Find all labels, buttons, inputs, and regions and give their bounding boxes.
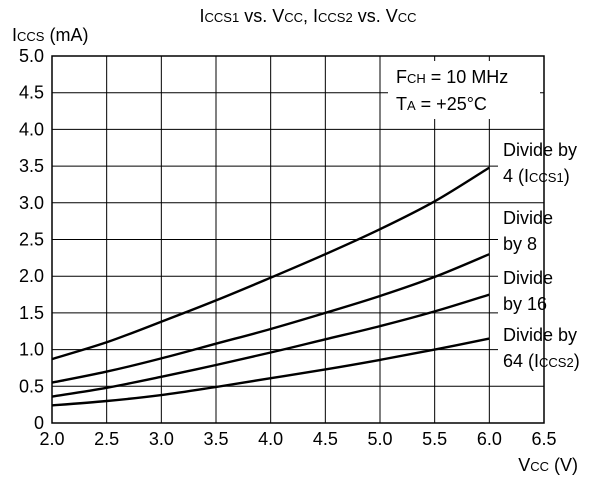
condition-2-part: A [407, 98, 416, 113]
curve-layer [51, 166, 490, 407]
y-tick-label: 4.0 [19, 119, 44, 139]
chart-title-part: CCS2 [318, 10, 353, 25]
x-axis-label-part: (V) [549, 455, 578, 475]
series-label-4: 64 (ICCS2) [503, 351, 580, 371]
series-label-bg [498, 264, 600, 316]
y-axis-label-part: (mA) [44, 25, 88, 45]
y-tick-label: 5.0 [19, 46, 44, 66]
conditions-bg [388, 61, 540, 119]
condition-2-part: T [396, 94, 407, 114]
series-line-4 [51, 337, 490, 407]
y-tick-label: 3.0 [19, 193, 44, 213]
x-axis-label-part: CC [530, 459, 549, 474]
series-label-1-part: Divide by [503, 140, 577, 160]
chart-title-part: , I [303, 6, 318, 26]
y-tick-label: 4.5 [19, 83, 44, 103]
x-tick-label: 3.5 [203, 429, 228, 449]
series-label-bg [498, 204, 600, 256]
series-label-4: Divide by [503, 325, 577, 345]
condition-1-part: F [396, 67, 407, 87]
series-label-1: Divide by [503, 140, 577, 160]
series-label-2-part: by 8 [503, 234, 537, 254]
series-label-1-part: ) [564, 166, 570, 186]
x-tick-label: 5.0 [367, 429, 392, 449]
chart-title-part: vs. V [353, 6, 398, 26]
condition-2: TA = +25°C [396, 94, 487, 114]
series-label-2: Divide [503, 208, 553, 228]
x-tick-label: 4.5 [313, 429, 338, 449]
series-label-2-part: Divide [503, 208, 553, 228]
y-axis-label-part: CCS [17, 29, 45, 44]
series-label-4-part: Divide by [503, 325, 577, 345]
series-line-3 [51, 293, 490, 398]
series-label-3: by 16 [503, 294, 547, 314]
x-axis-label: VCC (V) [518, 455, 578, 475]
x-tick-label: 6.5 [531, 429, 556, 449]
x-tick-label: 6.0 [477, 429, 502, 449]
y-axis-label-part: I [12, 25, 17, 45]
x-tick-label: 2.0 [39, 429, 64, 449]
condition-1-part: = 10 MHz [426, 67, 509, 87]
plot-frame [51, 55, 545, 424]
x-tick-label: 2.5 [94, 429, 119, 449]
y-tick-label: 2.0 [19, 266, 44, 286]
x-tick-label: 3.0 [149, 429, 174, 449]
chart-title: ICCS1 vs. VCC, ICCS2 vs. VCC [200, 6, 417, 26]
chart-title-part: I [200, 6, 205, 26]
series-label-4-part: 64 (I [503, 351, 539, 371]
y-axis-label: ICCS (mA) [12, 25, 88, 45]
x-tick-label: 4.0 [258, 429, 283, 449]
chart-title-part: CCS1 [205, 10, 240, 25]
series-label-3-part: Divide [503, 268, 553, 288]
series-label-1-part: 4 (I [503, 166, 529, 186]
chart-title-part: vs. V [239, 6, 284, 26]
series-label-1: 4 (ICCS1) [503, 166, 570, 186]
chart-title-part: CC [284, 10, 303, 25]
series-label-4-part: ) [574, 351, 580, 371]
y-tick-label: 0 [34, 413, 44, 433]
y-tick-label: 3.5 [19, 156, 44, 176]
label-layer: 2.0 2.5 3.0 3.5 4.0 4.5 5.0 5.5 6.0 6.5 0 0.5 1.0 1.5… [12, 6, 600, 475]
x-axis-label-part: V [518, 455, 530, 475]
chart-title-part: CC [398, 10, 417, 25]
y-tick-label: 2.5 [19, 230, 44, 250]
series-label-bg [498, 136, 600, 188]
y-tick-label: 1.0 [19, 340, 44, 360]
condition-2-part: = +25°C [416, 94, 487, 114]
y-tick-label: 1.5 [19, 303, 44, 323]
condition-1: FCH = 10 MHz [396, 67, 508, 87]
series-label-bg [498, 321, 600, 373]
y-tick-label: 0.5 [19, 376, 44, 396]
x-tick-label: 5.5 [422, 429, 447, 449]
series-label-3: Divide [503, 268, 553, 288]
series-line-1 [51, 166, 490, 361]
series-label-1-part: CCS1 [529, 170, 564, 185]
series-label-2: by 8 [503, 234, 537, 254]
series-label-3-part: by 16 [503, 294, 547, 314]
series-label-4-part: CCS2 [539, 355, 574, 370]
series-line-2 [51, 253, 490, 384]
condition-1-part: CH [407, 71, 426, 86]
